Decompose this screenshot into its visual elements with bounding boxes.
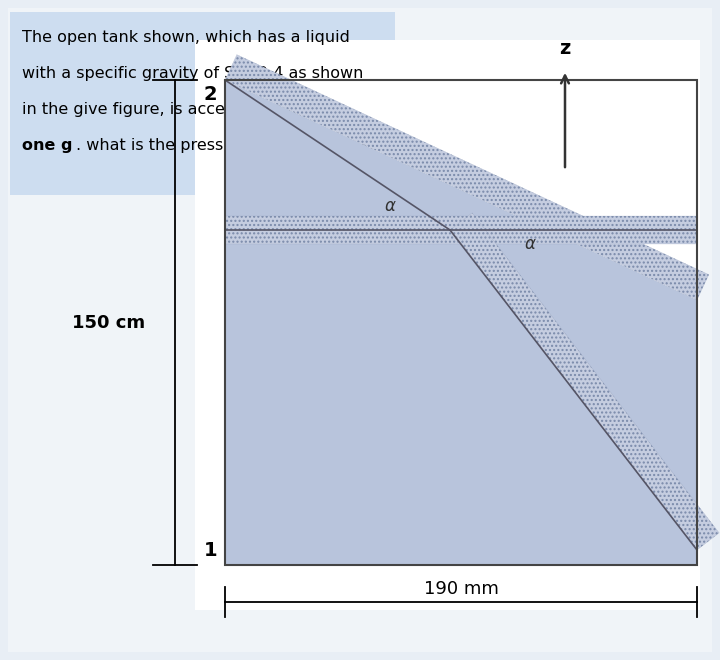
Text: in the give figure, is accelerated upward at: in the give figure, is accelerated upwar…: [22, 102, 369, 117]
Text: $\alpha$: $\alpha$: [384, 197, 396, 215]
Text: 150 cm: 150 cm: [72, 314, 145, 331]
Polygon shape: [225, 216, 697, 244]
Polygon shape: [225, 80, 697, 300]
Text: $\alpha$: $\alpha$: [523, 235, 536, 253]
Bar: [195, 40, 700, 610]
FancyBboxPatch shape: [8, 8, 712, 652]
FancyBboxPatch shape: [10, 12, 395, 195]
Text: 2: 2: [203, 85, 217, 104]
Text: 1: 1: [203, 541, 217, 560]
Text: 190 mm: 190 mm: [423, 580, 498, 598]
Bar: [225, 80, 697, 565]
Polygon shape: [225, 80, 697, 565]
Polygon shape: [450, 213, 719, 550]
Text: The open tank shown, which has a liquid: The open tank shown, which has a liquid: [22, 30, 350, 45]
Text: . what is the pressure at point 1(kpa)?: . what is the pressure at point 1(kpa)?: [76, 138, 383, 153]
Text: z: z: [559, 39, 571, 58]
Text: one g: one g: [22, 138, 73, 153]
Polygon shape: [225, 55, 708, 300]
Text: with a specific gravity of S=12.4 as shown: with a specific gravity of S=12.4 as sho…: [22, 66, 364, 81]
